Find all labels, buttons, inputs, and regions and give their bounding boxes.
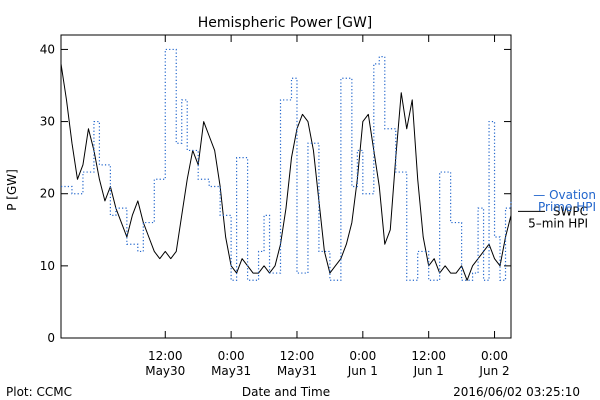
y-tick-label: 0 bbox=[47, 331, 55, 345]
series-label-ovation-prime: — Ovation bbox=[533, 188, 596, 202]
footer-left: Plot: CCMC bbox=[6, 385, 72, 399]
x-tick-label-date: Jun 1 bbox=[347, 364, 378, 378]
y-axis-label: P [GW] bbox=[5, 169, 19, 211]
chart-title: Hemispheric Power [GW] bbox=[198, 15, 373, 31]
x-tick-label: 0:00 bbox=[218, 349, 245, 363]
series-label-swpc: SWPC bbox=[553, 204, 588, 218]
series-label-swpc: 5–min HPI bbox=[528, 216, 588, 230]
footer-timestamp: 2016/06/02 03:25:10 bbox=[453, 385, 580, 399]
x-tick-label: 0:00 bbox=[481, 349, 508, 363]
series-label-ovation-prime: Prime HPI bbox=[538, 200, 596, 214]
series-line-swpc bbox=[60, 63, 512, 281]
series-line-ovation-prime bbox=[61, 48, 512, 281]
x-tick-label: 12:00 bbox=[148, 349, 183, 363]
x-tick-label-date: Jun 2 bbox=[478, 364, 509, 378]
y-tick-label: 40 bbox=[40, 42, 55, 56]
x-tick-label: 0:00 bbox=[349, 349, 376, 363]
y-tick-label: 20 bbox=[40, 187, 55, 201]
axis-ticks: 01020304012:00May300:00May3112:00May310:… bbox=[40, 35, 511, 378]
series-group bbox=[60, 48, 512, 281]
y-tick-label: 10 bbox=[40, 259, 55, 273]
x-tick-label: 12:00 bbox=[411, 349, 446, 363]
x-axis-label: Date and Time bbox=[242, 385, 330, 399]
y-tick-label: 30 bbox=[40, 115, 55, 129]
x-tick-label-date: May31 bbox=[211, 364, 251, 378]
x-tick-label-date: May30 bbox=[145, 364, 185, 378]
x-tick-label-date: May31 bbox=[277, 364, 317, 378]
x-tick-label: 12:00 bbox=[280, 349, 315, 363]
x-tick-label-date: Jun 1 bbox=[413, 364, 444, 378]
